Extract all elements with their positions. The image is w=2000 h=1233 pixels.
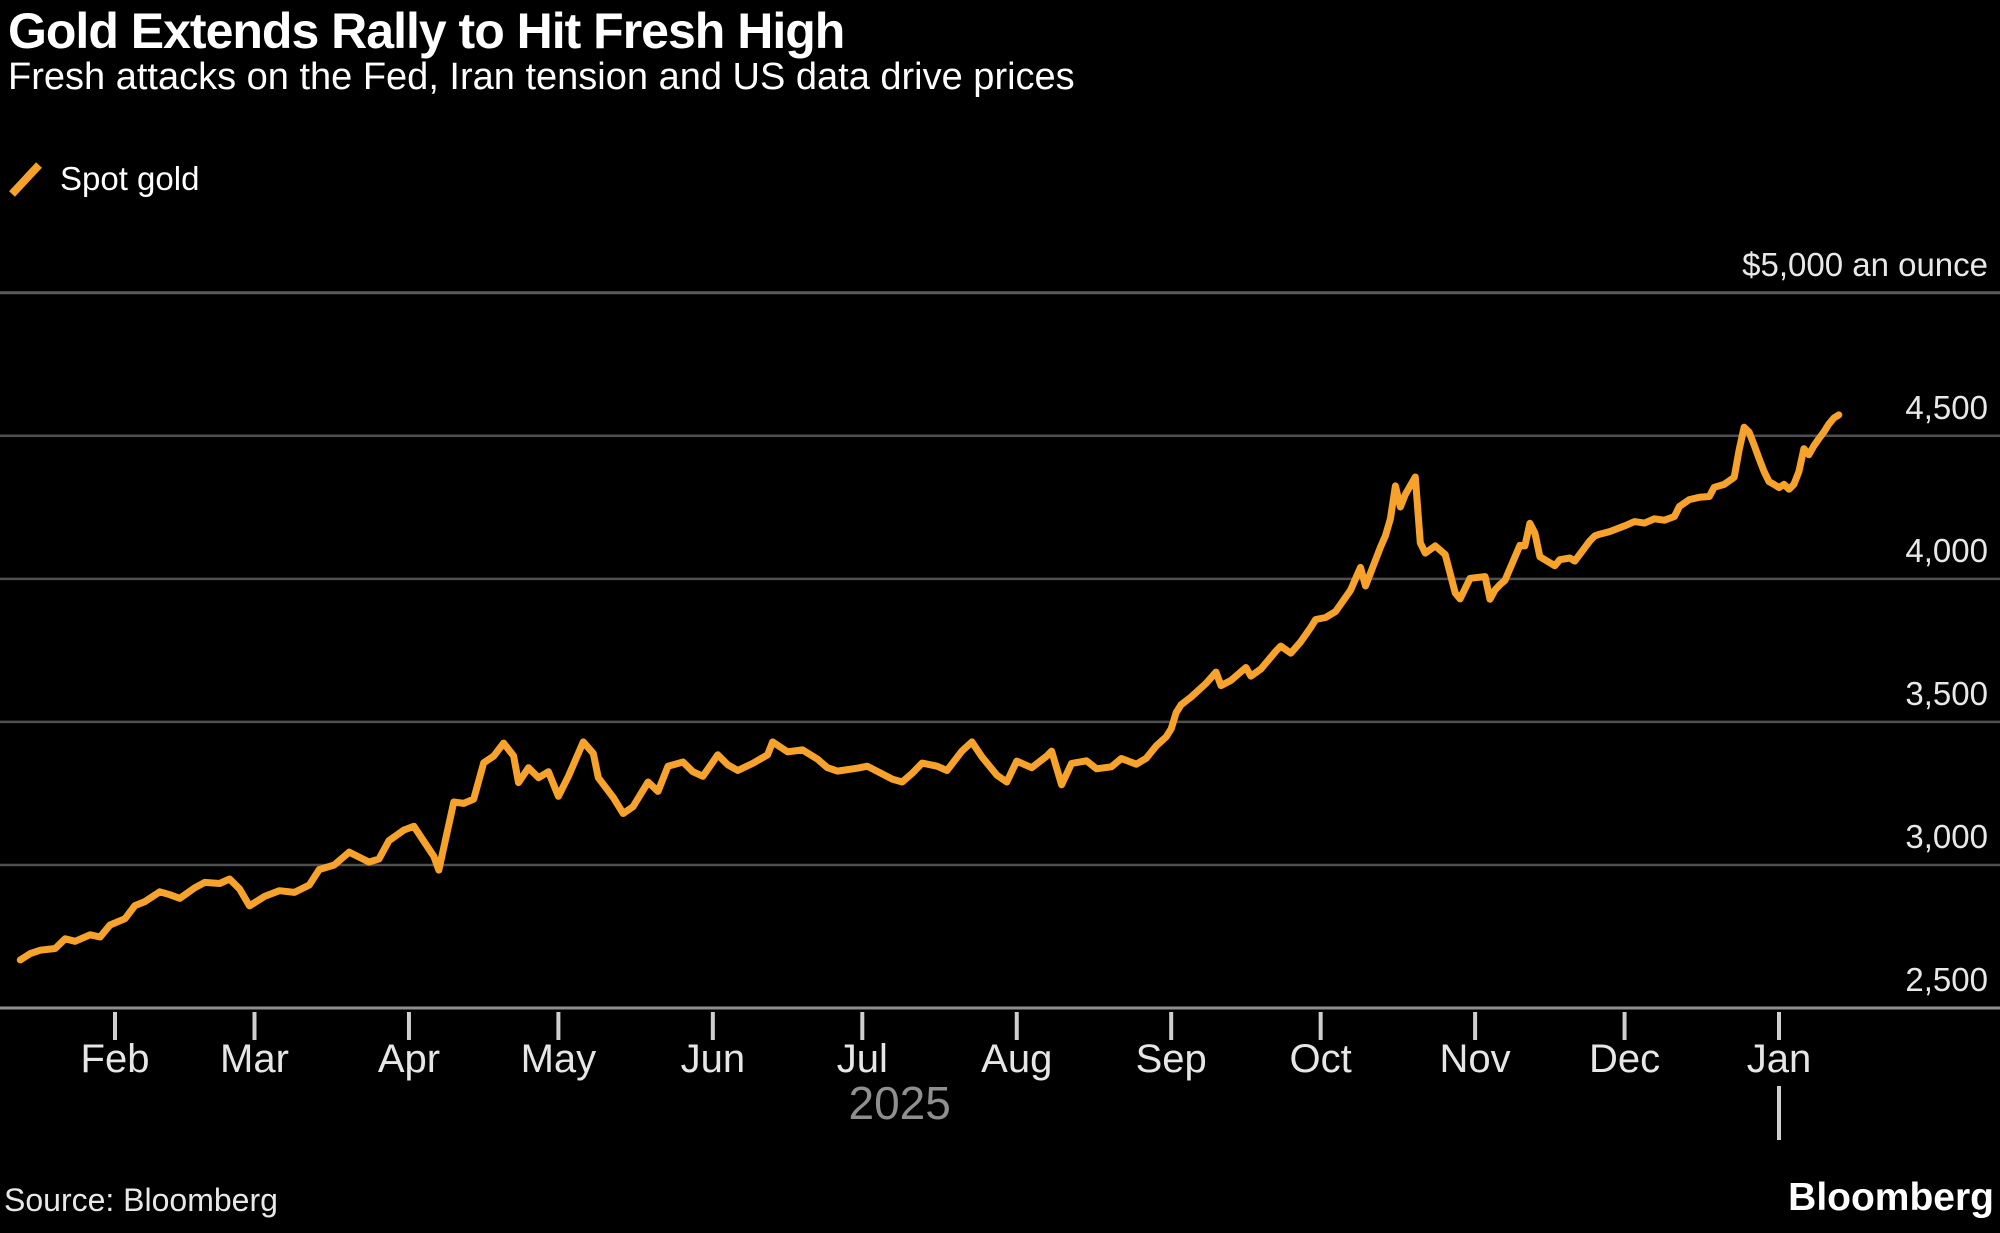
- month-label: Apr: [378, 1037, 440, 1081]
- y-axis-tick-label: 4,000: [1905, 532, 1988, 569]
- month-label: Feb: [81, 1037, 150, 1081]
- month-label: Jan: [1747, 1037, 1812, 1081]
- spot-gold-line: [16, 411, 1843, 964]
- month-label: Oct: [1290, 1037, 1352, 1081]
- month-label: Aug: [981, 1037, 1052, 1081]
- month-label: Jul: [837, 1037, 888, 1081]
- y-axis-tick-label: 3,000: [1905, 818, 1988, 855]
- legend-label: Spot gold: [60, 160, 200, 197]
- y-axis-tick-label: 2,500: [1905, 961, 1988, 998]
- month-label: Mar: [220, 1037, 289, 1081]
- month-label: Dec: [1589, 1037, 1660, 1081]
- y-axis-unit-label: $5,000 an ounce: [1742, 246, 1988, 283]
- bloomberg-logo: Bloomberg: [1788, 1176, 1994, 1219]
- month-label: Sep: [1136, 1037, 1207, 1081]
- y-axis-tick-label: 4,500: [1905, 389, 1988, 426]
- year-label: 2025: [848, 1077, 950, 1129]
- source-note: Source: Bloomberg: [4, 1182, 278, 1218]
- chart-subtitle: Fresh attacks on the Fed, Iran tension a…: [8, 56, 1075, 98]
- month-label: Jun: [681, 1037, 746, 1081]
- chart-title: Gold Extends Rally to Hit Fresh High: [8, 3, 845, 59]
- month-label: May: [521, 1037, 597, 1081]
- legend: Spot gold: [8, 160, 199, 198]
- spot-gold-slash-icon: [8, 160, 44, 198]
- y-axis-tick-label: 3,500: [1905, 675, 1988, 712]
- month-label: Nov: [1440, 1037, 1511, 1081]
